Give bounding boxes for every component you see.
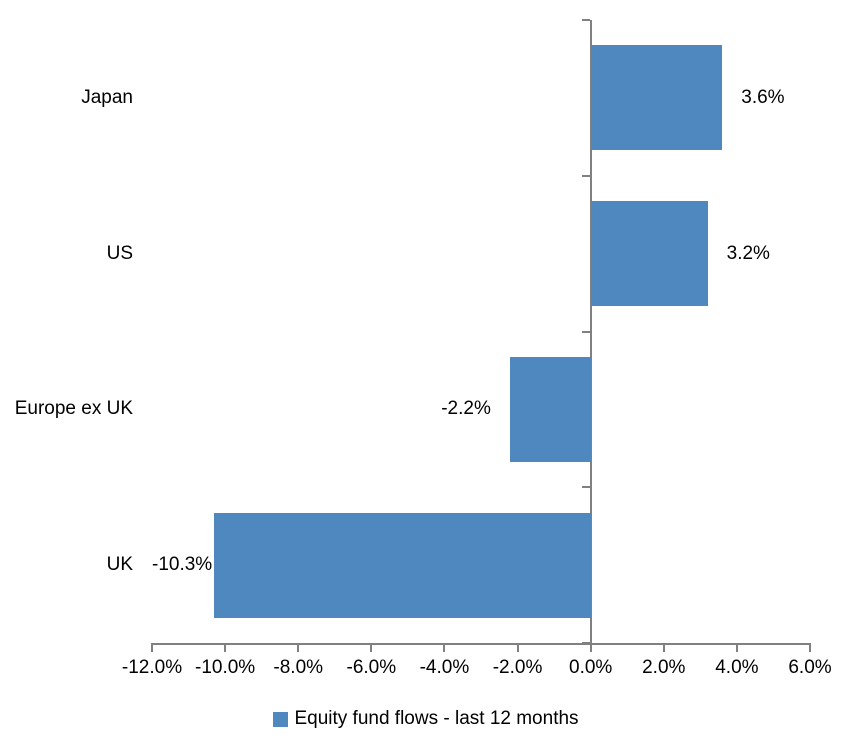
category-label-europe-ex-uk: Europe ex UK [14,398,133,420]
category-label-uk: UK [106,554,133,576]
value-label-japan: 3.6% [741,86,785,108]
value-label-us: 3.2% [726,242,770,264]
x-axis-tick [735,643,738,652]
x-tick-label: -10.0% [195,657,256,678]
x-axis-tick [224,643,227,652]
x-axis-tick [297,643,300,652]
legend-swatch-icon [273,711,289,727]
x-tick-label: 4.0% [715,657,759,678]
bar-japan [590,45,723,151]
category-label-us: US [106,242,133,264]
bar-europe-ex-uk [510,356,591,462]
category-axis-tick [581,330,590,333]
category-axis-tick [581,19,590,21]
bar-uk [214,512,591,618]
x-axis-tick [662,643,665,652]
x-axis-tick [151,643,153,652]
category-axis-tick [581,174,590,177]
value-axis-line [589,20,592,652]
value-label-europe-ex-uk: -2.2% [441,398,491,420]
x-tick-label: -12.0% [121,657,183,678]
x-tick-label: -8.0% [273,657,324,678]
x-tick-label: -6.0% [346,657,397,678]
category-label-japan: Japan [81,86,133,108]
x-tick-label: 6.0% [788,657,832,678]
x-tick-label: -2.0% [492,657,543,678]
x-axis-tick [516,643,519,652]
x-axis-line [151,643,811,645]
x-axis-tick [443,643,446,652]
legend-label: Equity fund flows - last 12 months [294,708,579,729]
x-axis-tick [589,643,592,652]
x-tick-label: 0.0% [569,657,613,678]
x-tick-label: 2.0% [642,657,686,678]
x-tick-label: -4.0% [419,657,470,678]
x-axis-tick [370,643,373,652]
bar-us [590,201,708,307]
value-label-uk: -10.3% [152,554,213,576]
category-axis-tick [581,486,590,489]
x-axis-tick [809,643,811,652]
legend: Equity fund flows - last 12 months [0,706,852,732]
